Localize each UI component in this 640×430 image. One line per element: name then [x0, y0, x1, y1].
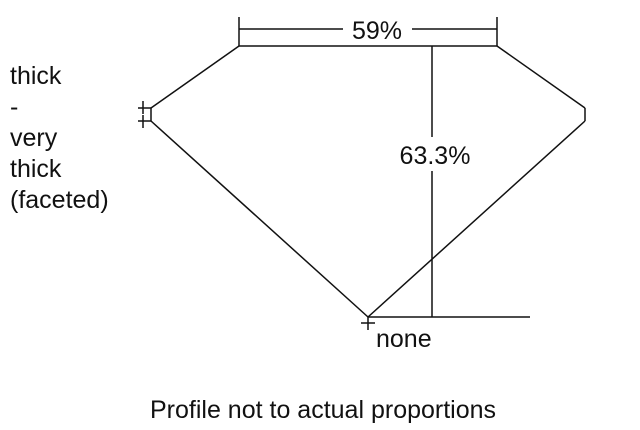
culet-label: none: [376, 325, 432, 353]
depth-percent-label: 63.3%: [400, 142, 471, 170]
table-percent-label: 59%: [352, 17, 402, 45]
caption: Profile not to actual proportions: [150, 396, 496, 424]
girdle-label-line: -: [10, 93, 18, 121]
girdle-label-line: thick: [10, 62, 62, 90]
girdle-label: thick - very thick (faceted): [10, 62, 109, 214]
pavilion-left: [150, 120, 369, 318]
crown-left: [150, 45, 240, 109]
pavilion-right: [367, 120, 586, 318]
girdle-label-line: thick: [10, 155, 62, 183]
girdle-label-line: (faceted): [10, 186, 109, 214]
crown-right: [496, 45, 586, 109]
girdle-label-line: very: [10, 124, 58, 152]
